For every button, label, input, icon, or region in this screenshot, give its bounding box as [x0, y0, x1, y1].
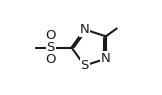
Text: S: S — [46, 41, 55, 54]
Text: N: N — [80, 23, 89, 36]
Text: N: N — [101, 52, 111, 65]
Text: O: O — [45, 53, 56, 66]
Text: O: O — [45, 29, 56, 42]
Text: S: S — [81, 59, 89, 72]
